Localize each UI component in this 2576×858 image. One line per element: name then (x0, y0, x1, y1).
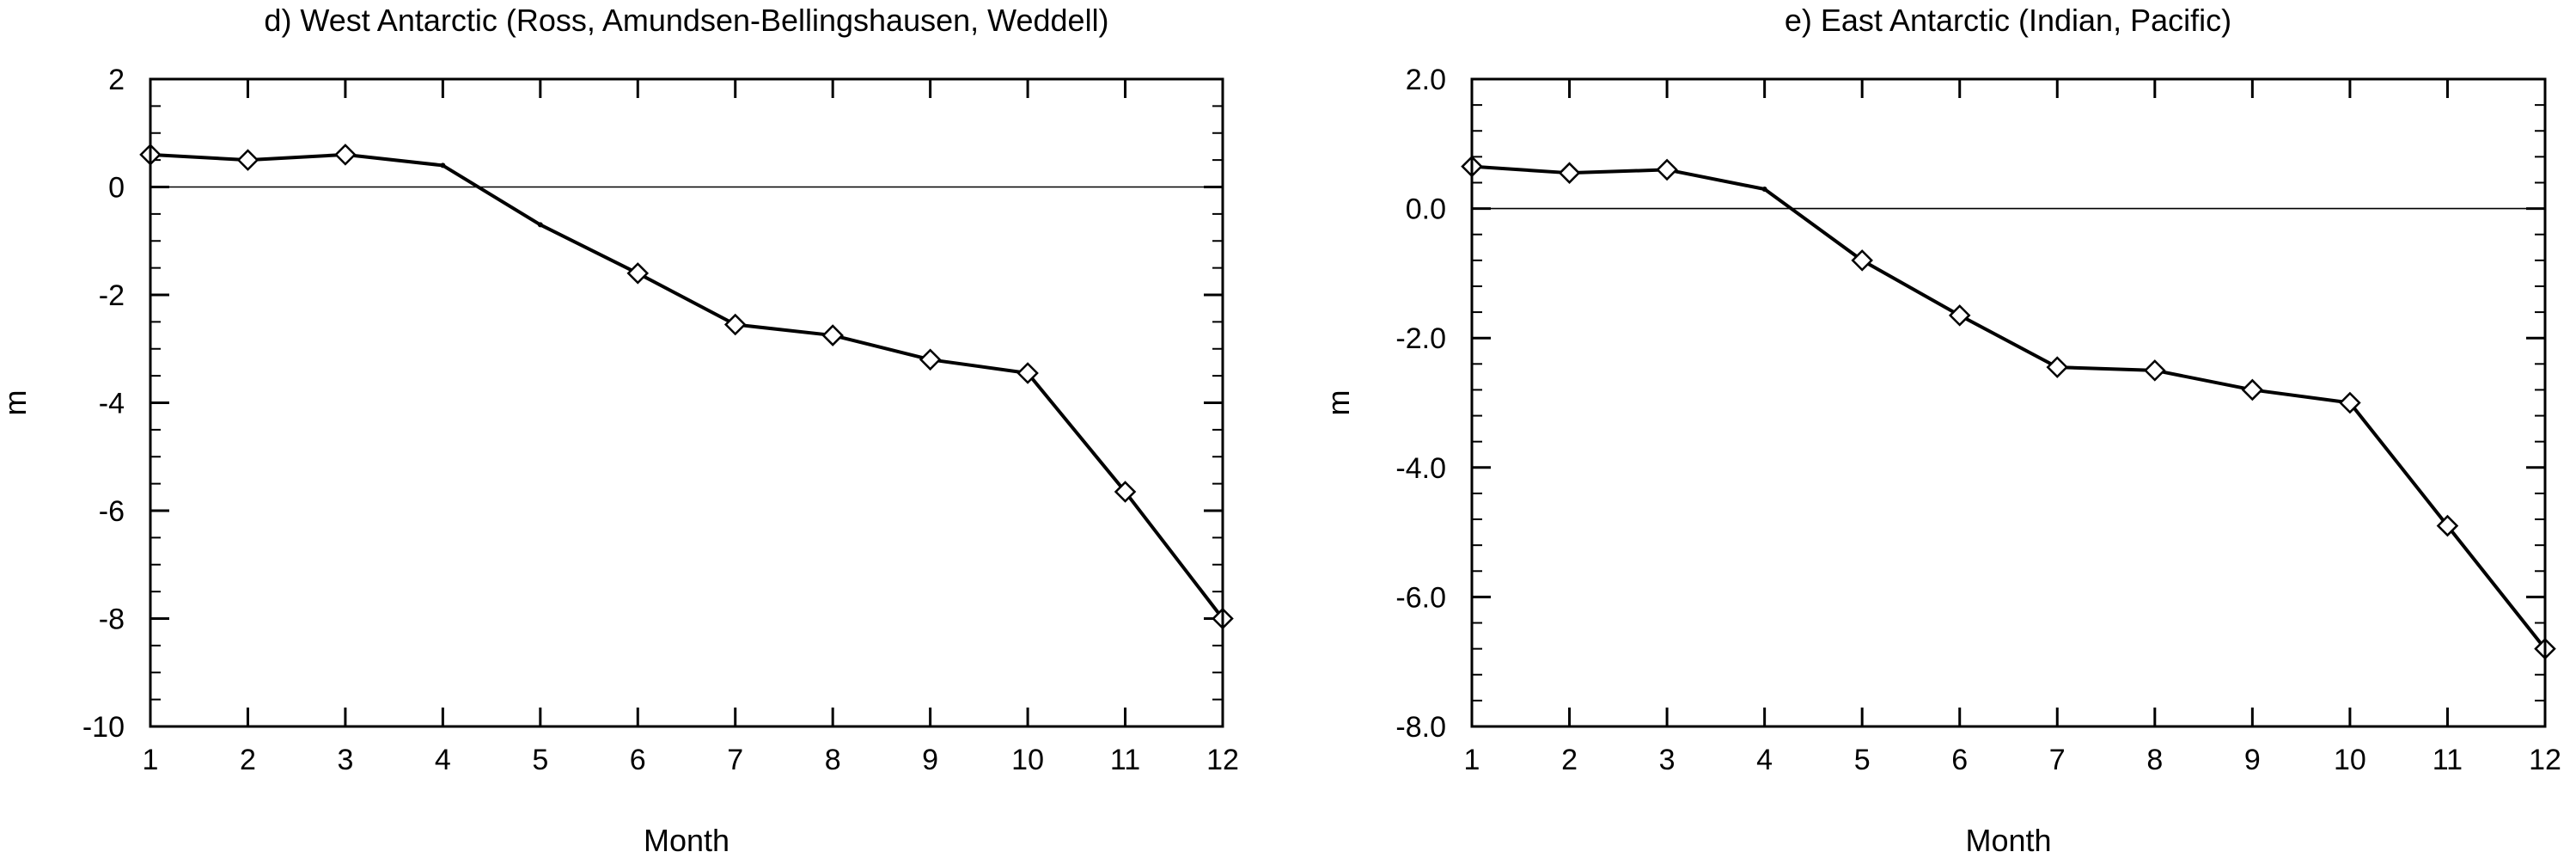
panel-east-antarctic: e) East Antarctic (Indian, Pacific) 2.0 0.… (1321, 3, 2561, 858)
plot-frame (1470, 77, 2547, 728)
y-tick-label: 0.0 (1406, 193, 1446, 226)
series-line (150, 152, 1224, 620)
x-tick-label: 10 (2334, 744, 2366, 776)
data-point (440, 162, 446, 169)
data-point-marker (334, 144, 357, 166)
x-tick-label: 11 (2433, 744, 2463, 776)
data-point-marker (1558, 162, 1581, 184)
data-point-marker (2241, 378, 2264, 401)
y-tick-label: -6.0 (1395, 581, 1446, 614)
x-tick-label: 2 (240, 744, 256, 776)
y-tick-label: -6 (99, 495, 125, 528)
data-point-marker (919, 348, 942, 371)
x-tick-label: 6 (1951, 744, 1968, 776)
x-tick-label: 8 (2146, 744, 2163, 776)
x-tick-label: 4 (435, 744, 451, 776)
chart-title: d) West Antarctic (Ross, Amundsen-Bellin… (264, 3, 1108, 38)
x-tick-label: 3 (1659, 744, 1676, 776)
y-tick-label: -4.0 (1395, 452, 1446, 485)
chart-title: e) East Antarctic (Indian, Pacific) (1785, 3, 2231, 38)
data-point (537, 222, 543, 228)
y-tick-label: 0 (108, 172, 125, 205)
data-point-marker (236, 149, 259, 171)
data-point-marker (1851, 249, 1873, 272)
x-tick-label: 2 (1561, 744, 1578, 776)
x-tick-label: 11 (1110, 744, 1140, 776)
x-tick-label: 12 (1206, 744, 1239, 776)
x-tick-label: 12 (2529, 744, 2561, 776)
plot-frame (149, 77, 1224, 728)
data-point-marker (2144, 359, 2166, 382)
x-tick-label: 6 (630, 744, 646, 776)
x-tick-label: 7 (2049, 744, 2066, 776)
data-point-marker (1114, 481, 1137, 503)
data-point-marker (1016, 362, 1039, 384)
data-point-marker (2339, 391, 2361, 414)
data-point-marker (821, 324, 844, 346)
y-tick-label: 2.0 (1406, 64, 1446, 96)
x-tick-label: 9 (2244, 744, 2261, 776)
data-point-marker (626, 262, 650, 285)
x-tick-label: 3 (337, 744, 353, 776)
x-tick-label: 1 (1464, 744, 1480, 776)
x-tick-label: 9 (922, 744, 938, 776)
x-tick-label: 4 (1756, 744, 1773, 776)
series-line (1471, 164, 2547, 650)
y-tick-label: -2 (99, 279, 125, 312)
y-axis-label: m (0, 390, 33, 416)
data-point (1761, 187, 1767, 193)
y-tick-label: -8 (99, 604, 125, 636)
data-point-marker (1656, 158, 1678, 181)
x-tick-label: 7 (727, 744, 743, 776)
y-tick-label: -4 (99, 388, 125, 420)
y-tick-label: -8.0 (1395, 711, 1446, 744)
panel-west-antarctic: d) West Antarctic (Ross, Amundsen-Bellin… (0, 3, 1239, 858)
data-point-marker (2046, 356, 2069, 378)
x-tick-label: 5 (1854, 744, 1871, 776)
x-tick-label: 1 (143, 744, 159, 776)
y-tick-label: -10 (82, 711, 125, 744)
x-tick-label: 5 (532, 744, 548, 776)
x-tick-label: 10 (1011, 744, 1044, 776)
y-tick-label: 2 (108, 64, 125, 96)
data-point-marker (2436, 514, 2459, 537)
y-axis-label: m (1321, 390, 1356, 416)
y-tick-label: -2.0 (1395, 322, 1446, 355)
data-point-marker (723, 313, 747, 336)
data-point-marker (1948, 304, 1971, 327)
x-axis-label: Month (644, 823, 729, 858)
x-tick-label: 8 (825, 744, 841, 776)
x-axis-label: Month (1965, 823, 2051, 858)
